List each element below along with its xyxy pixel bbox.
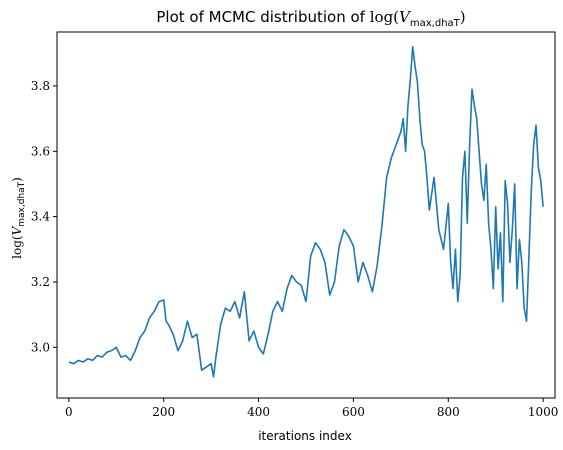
y-axis-label-sub: max,dhaT: [17, 181, 27, 226]
chart-title-math-var: V: [399, 8, 412, 26]
chart-title-math-sub: max,dhaT: [410, 18, 461, 29]
x-tick-label: 1000: [528, 405, 559, 419]
y-axis-label-close: ): [10, 177, 24, 182]
chart-title-math-close: ): [460, 8, 466, 26]
chart-title-math-func: log(: [370, 8, 399, 26]
y-axis-label-func: log(: [10, 235, 24, 258]
x-tick-label: 0: [65, 405, 73, 419]
y-axis-ticks: 3.0 3.2 3.4 3.6 3.8: [31, 79, 57, 354]
x-tick-label: 400: [247, 405, 270, 419]
y-tick-label: 3.0: [31, 340, 50, 354]
y-tick-label: 3.8: [31, 79, 50, 93]
y-axis-label: log(Vmax,dhaT): [10, 177, 27, 259]
series-line: [68, 45, 544, 378]
y-tick-label: 3.6: [31, 144, 50, 158]
y-tick-label: 3.4: [31, 210, 50, 224]
x-tick-label: 200: [152, 405, 175, 419]
x-axis-label: iterations index: [258, 429, 352, 443]
plot-area: 0 200 400 600 800 1000 3.0 3.2 3.4 3.6 3.8: [31, 31, 558, 419]
x-tick-label: 800: [437, 405, 460, 419]
chart-title: Plot of MCMC distribution of log(Vmax,dh…: [156, 8, 465, 29]
x-tick-label: 600: [342, 405, 365, 419]
chart-title-text: Plot of MCMC distribution of: [156, 8, 365, 26]
y-axis-label-var: V: [10, 225, 24, 235]
y-tick-label: 3.2: [31, 275, 50, 289]
axes-frame: [56, 31, 556, 399]
x-axis-ticks: 0 200 400 600 800 1000: [65, 398, 558, 419]
